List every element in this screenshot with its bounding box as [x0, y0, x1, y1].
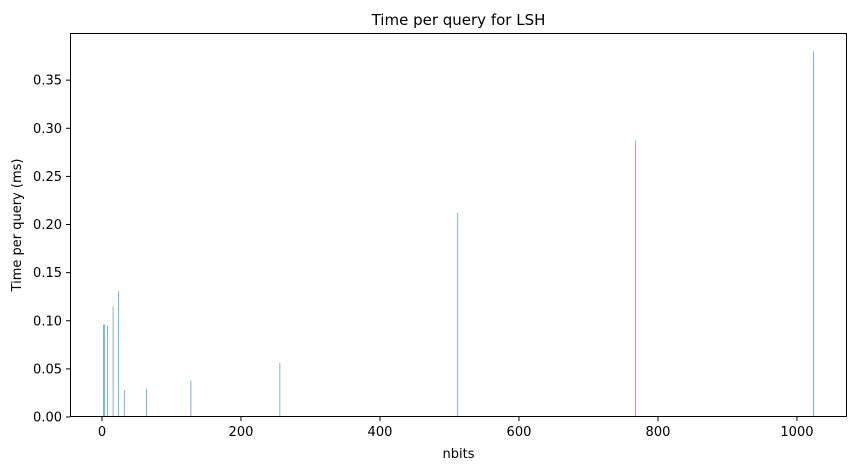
x-tick-label: 600	[507, 425, 532, 440]
y-tick-label: 0.30	[33, 122, 62, 137]
plot-area	[70, 33, 847, 417]
bar	[457, 212, 459, 417]
y-tick-label: 0.10	[33, 314, 62, 329]
chart-title: Time per query for LSH	[371, 11, 546, 29]
y-tick-label: 0.20	[33, 218, 62, 233]
x-tick-label: 1000	[780, 425, 813, 440]
x-tick-label: 800	[646, 425, 671, 440]
bar	[123, 390, 125, 417]
x-axis-ticks: 0 200 400 600 800 1000	[98, 417, 814, 440]
x-tick-label: 400	[368, 425, 393, 440]
y-tick-label: 0.15	[33, 266, 62, 281]
bar	[112, 306, 114, 417]
bar	[279, 363, 281, 417]
bar	[104, 324, 106, 417]
y-tick-label: 0.05	[33, 362, 62, 377]
bar	[190, 380, 192, 417]
y-tick-label: 0.00	[33, 411, 62, 426]
bar	[118, 290, 119, 417]
bar	[107, 325, 108, 417]
y-axis-label: Time per query (ms)	[10, 159, 25, 293]
bar-group	[103, 51, 814, 418]
y-tick-label: 0.35	[33, 74, 62, 89]
bar	[146, 389, 147, 417]
x-axis-label: nbits	[443, 447, 475, 462]
x-tick-label: 200	[229, 425, 254, 440]
plot-frame	[70, 33, 847, 417]
y-tick-label: 0.25	[33, 170, 62, 185]
bar	[635, 140, 637, 417]
x-tick-label: 0	[98, 425, 106, 440]
y-axis-ticks: 0.00 0.05 0.10 0.15 0.20 0.25 0.30 0.35	[33, 74, 70, 426]
bar	[813, 51, 814, 418]
bar	[103, 324, 104, 417]
